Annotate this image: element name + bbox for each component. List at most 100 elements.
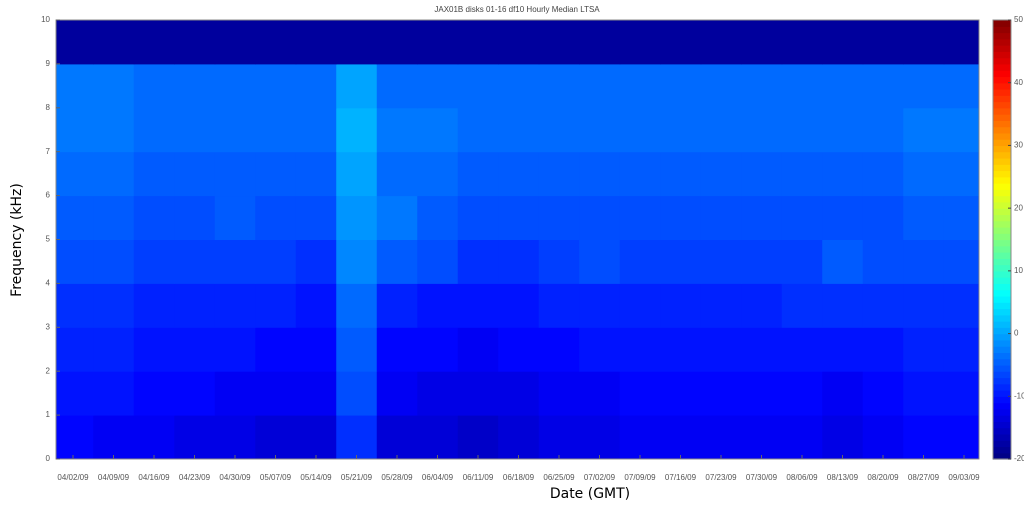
heatmap-cell [741, 151, 783, 197]
heatmap-cell [498, 283, 540, 328]
colorbar-swatch [993, 390, 1011, 397]
colorbar-swatch [993, 308, 1011, 316]
x-tick-label: 05/14/09 [300, 473, 332, 482]
colorbar-swatch [993, 51, 1011, 59]
heatmap-cell [174, 107, 216, 153]
heatmap-cell [214, 283, 256, 328]
colorbar-tick-label: 0 [1014, 329, 1019, 338]
heatmap-cell [538, 195, 580, 240]
heatmap-cell [579, 20, 621, 65]
heatmap-cell [498, 327, 540, 372]
heatmap-cell [781, 371, 823, 416]
colorbar-swatch [993, 252, 1011, 259]
colorbar-swatch [993, 157, 1011, 165]
heatmap-cell [903, 415, 945, 459]
heatmap-cell [903, 63, 945, 109]
heatmap-cell [255, 415, 297, 459]
heatmap-cell [255, 63, 297, 109]
x-tick-label: 04/16/09 [138, 473, 170, 482]
heatmap-cell [255, 371, 297, 416]
heatmap-cell [862, 195, 904, 240]
heatmap-cell [174, 63, 216, 109]
heatmap-cell [579, 239, 621, 284]
heatmap-cell [660, 283, 702, 328]
heatmap-cell [93, 283, 135, 328]
colorbar-swatch [993, 195, 1011, 203]
heatmap-cell [903, 195, 945, 240]
y-tick-label: 6 [46, 191, 51, 200]
heatmap-cell [579, 151, 621, 197]
heatmap-cell [700, 63, 742, 109]
heatmap-cell [498, 239, 540, 284]
heatmap-cell [93, 151, 135, 197]
heatmap-cell [741, 20, 783, 65]
colorbar-swatch [993, 364, 1011, 372]
heatmap-cell [943, 195, 979, 240]
y-tick-label: 10 [41, 15, 50, 24]
heatmap-cell [457, 20, 499, 65]
colorbar-tick-label: 50 [1014, 15, 1023, 24]
colorbar-swatch [993, 132, 1011, 140]
x-tick-label: 09/03/09 [948, 473, 980, 482]
heatmap-cell [660, 415, 702, 459]
heatmap-cell [214, 415, 256, 459]
heatmap-cell [619, 63, 661, 109]
heatmap-cell [903, 283, 945, 328]
colorbar-swatch [993, 396, 1011, 404]
colorbar-swatch [993, 107, 1011, 115]
heatmap-cell [133, 151, 175, 197]
heatmap-cell [822, 283, 864, 328]
heatmap-cell [376, 195, 418, 240]
heatmap-cell [943, 371, 979, 416]
heatmap-cell [822, 327, 864, 372]
colorbar-swatch [993, 164, 1011, 172]
heatmap-cell [56, 20, 94, 65]
heatmap-cell [336, 239, 378, 284]
heatmap-cell [295, 283, 337, 328]
heatmap-cell [700, 239, 742, 284]
colorbar-swatch [993, 88, 1011, 96]
colorbar-swatch [993, 208, 1011, 216]
x-tick-label: 07/16/09 [665, 473, 697, 482]
heatmap-cell [903, 327, 945, 372]
x-tick-label: 04/23/09 [179, 473, 211, 482]
heatmap-cell [457, 283, 499, 328]
colorbar-swatch [993, 201, 1011, 209]
colorbar-swatch [993, 415, 1011, 422]
x-tick-label: 06/11/09 [463, 473, 494, 482]
heatmap-cell [336, 415, 378, 459]
x-tick-label: 08/20/09 [867, 473, 899, 482]
chart-title: JAX01B disks 01-16 df10 Hourly Median LT… [434, 5, 600, 14]
heatmap-cell [660, 20, 702, 65]
x-tick-label: 05/07/09 [260, 473, 292, 482]
heatmap-cell [862, 327, 904, 372]
colorbar-swatch [993, 220, 1011, 228]
heatmap-cell [538, 371, 580, 416]
heatmap-cell [822, 239, 864, 284]
heatmap-cell [579, 195, 621, 240]
heatmap-cell [700, 415, 742, 459]
heatmap-cell [174, 371, 216, 416]
colorbar-swatch [993, 151, 1011, 159]
heatmap-cell [336, 63, 378, 109]
colorbar-swatch [993, 446, 1011, 454]
heatmap-cell [660, 195, 702, 240]
heatmap-cell [943, 63, 979, 109]
heatmap-cell [336, 151, 378, 197]
heatmap-cell [700, 151, 742, 197]
colorbar-swatch [993, 145, 1011, 153]
heatmap-cell [133, 195, 175, 240]
heatmap-cell [579, 107, 621, 153]
x-tick-label: 08/06/09 [786, 473, 818, 482]
heatmap-cell [93, 107, 135, 153]
heatmap-cell [903, 151, 945, 197]
heatmap-cell [660, 371, 702, 416]
heatmap-cell [498, 107, 540, 153]
heatmap-cell [700, 283, 742, 328]
x-tick-label: 04/30/09 [219, 473, 251, 482]
colorbar-swatch [993, 176, 1011, 184]
heatmap-cell [214, 20, 256, 65]
colorbar: -20 -10 0 10 20 30 40 50 [992, 15, 1024, 463]
